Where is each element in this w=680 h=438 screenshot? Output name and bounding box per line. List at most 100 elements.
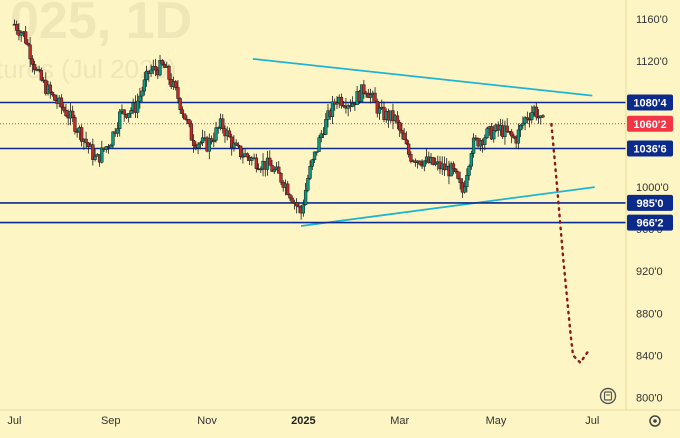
- candle-body: [30, 58, 35, 65]
- candle-body: [178, 98, 182, 110]
- candle-body: [189, 123, 194, 141]
- level-badge: [627, 214, 673, 231]
- candle-body: [279, 173, 283, 183]
- candle-body: [467, 165, 471, 176]
- candle-body: [541, 115, 545, 118]
- candle-body: [207, 138, 211, 152]
- candle-body: [135, 100, 140, 113]
- candle-body: [79, 127, 84, 142]
- candle-body: [286, 183, 290, 195]
- candle-body: [270, 164, 274, 172]
- y-tick-label: 880'0: [636, 308, 663, 320]
- candle-body: [404, 139, 409, 145]
- candle-body: [230, 136, 234, 149]
- candle-body: [250, 157, 254, 161]
- level-badge-label: 1080'4: [633, 98, 667, 110]
- candle-body: [451, 163, 456, 170]
- candle-body: [525, 117, 529, 120]
- candle-body: [375, 101, 379, 114]
- y-tick-label: 1120'0: [636, 56, 668, 68]
- candle-body: [317, 137, 321, 152]
- x-tick-label: Nov: [197, 415, 217, 427]
- candle-body: [37, 69, 41, 71]
- candle-body: [115, 128, 120, 134]
- candle-body: [303, 190, 308, 205]
- chart-settings-gear-icon[interactable]: [649, 415, 661, 427]
- candle-body: [433, 162, 438, 165]
- candle-body: [277, 166, 281, 174]
- candle-body: [232, 142, 236, 149]
- candle-body: [518, 125, 523, 131]
- candle-body: [505, 125, 509, 132]
- candle-body: [198, 142, 202, 145]
- candle-body: [127, 113, 131, 118]
- candle-body: [346, 105, 350, 109]
- level-badge-label: 1036'6: [633, 143, 666, 155]
- x-tick-label: Jul: [7, 415, 21, 427]
- level-badge-label: 985'0: [636, 198, 663, 210]
- time-axis[interactable]: [0, 410, 626, 433]
- candle-body: [422, 160, 426, 167]
- candle-body: [268, 157, 272, 166]
- candle-body: [227, 130, 232, 138]
- candle-body: [462, 186, 467, 193]
- level-badge-label: 1060'2: [633, 119, 666, 131]
- candle-body: [174, 81, 178, 88]
- candles: [12, 19, 545, 220]
- candle-body: [153, 66, 158, 71]
- candle-body: [73, 117, 77, 132]
- x-tick-label: Jul: [585, 415, 599, 427]
- y-tick-label: 1000'0: [636, 182, 669, 194]
- candle-body: [216, 127, 220, 129]
- candle-body: [458, 178, 462, 183]
- candle-body: [62, 106, 66, 111]
- candle-body: [214, 127, 218, 141]
- candle-body: [339, 96, 344, 106]
- y-tick-label: 1160'0: [636, 14, 668, 26]
- x-axis-ticks: Jul Sep Nov 2025 Mar May Jul: [7, 415, 599, 427]
- candle-body: [395, 115, 400, 123]
- x-tick-label: 2025: [291, 415, 315, 427]
- level-badge: [627, 140, 673, 157]
- candle-body: [109, 144, 113, 148]
- candle-body: [93, 155, 97, 160]
- y-tick-label: 840'0: [636, 350, 663, 362]
- candle-body: [319, 133, 323, 138]
- candle-body: [32, 64, 37, 71]
- candle-body: [402, 132, 406, 140]
- forecast-dotted-line: [550, 122, 589, 365]
- candle-body: [245, 153, 250, 158]
- candle-body: [71, 110, 75, 118]
- candle-body: [50, 92, 55, 96]
- candle-body: [492, 130, 496, 140]
- candle-body: [324, 119, 328, 135]
- candle-body: [342, 105, 346, 107]
- candle-body: [485, 128, 489, 139]
- candle-body: [521, 122, 525, 126]
- trendline-upper: [252, 57, 593, 97]
- trendlines: [252, 57, 595, 227]
- scroll-to-latest-icon[interactable]: [599, 387, 617, 405]
- candle-body: [301, 204, 306, 214]
- candle-body: [409, 154, 413, 162]
- candle-body: [454, 168, 458, 173]
- candle-body: [254, 157, 258, 169]
- candle-body: [469, 153, 473, 167]
- candle-body: [158, 60, 162, 76]
- candle-body: [308, 166, 312, 179]
- candle-body: [239, 145, 243, 157]
- y-tick-label: 920'0: [636, 266, 663, 278]
- candle-body: [368, 94, 373, 98]
- y-tick-label: 800'0: [636, 392, 663, 404]
- level-badge: [627, 94, 673, 111]
- candle-body: [471, 137, 476, 154]
- candle-body: [234, 142, 238, 146]
- candle-body: [53, 94, 57, 101]
- candle-body: [335, 102, 339, 105]
- candle-body: [510, 131, 514, 137]
- candle-body: [259, 168, 263, 171]
- candle-body: [26, 42, 30, 46]
